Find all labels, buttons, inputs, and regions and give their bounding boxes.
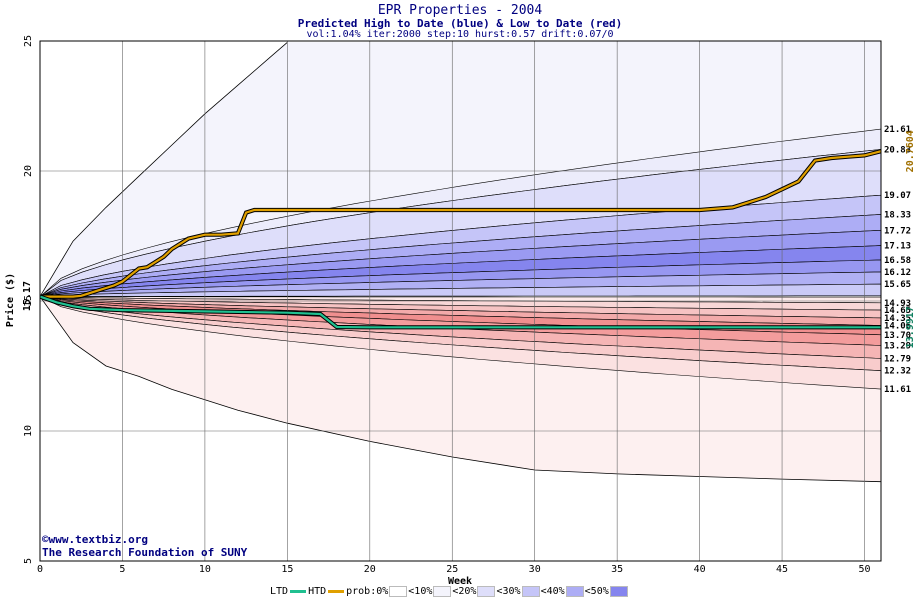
legend-swatch-0: [389, 586, 408, 597]
blue-band-end-label: 18.33: [884, 210, 911, 220]
chart-subtitle: Predicted High to Date (blue) & Low to D…: [297, 17, 623, 30]
plot-frame: [39, 40, 882, 562]
legend-swatch-20: [477, 586, 496, 597]
legend-ltd-label: LTD: [270, 586, 289, 597]
red-band-end-label: 12.79: [884, 354, 911, 364]
blue-probability-band: [40, 283, 881, 297]
y-tick-label: 15: [23, 295, 34, 307]
red-band-end-label: 14.65: [884, 306, 911, 316]
x-tick-label: 40: [694, 564, 706, 575]
upper-outer-band: [40, 41, 881, 297]
ltd-end-value-label: 13.9917: [905, 306, 916, 348]
legend-50-label: <50%: [584, 586, 609, 597]
red-band-end-label: 14.93: [884, 299, 911, 309]
x-tick-label: 10: [199, 564, 211, 575]
legend-20-label: <20%: [452, 586, 477, 597]
htd-end-value-label: 20.7604: [905, 130, 916, 172]
legend-10-label: <10%: [408, 586, 433, 597]
red-band-end-label: 14.06: [884, 321, 911, 331]
legend-ltd-swatch: [290, 590, 307, 593]
red-band-end-label: 13.70: [884, 331, 911, 341]
legend-htd-swatch: [328, 590, 345, 593]
blue-band-end-label: 21.61: [884, 125, 911, 135]
y-tick-label: 25: [23, 35, 34, 47]
credit-organization: The Research Foundation of SUNY: [42, 546, 248, 559]
blue-band-end-label: 19.07: [884, 191, 911, 201]
legend-30-label: <30%: [496, 586, 521, 597]
x-axis-label: Week: [448, 576, 472, 587]
htd-series-line: [40, 150, 881, 298]
x-tick-label: 35: [611, 564, 623, 575]
x-tick-label: 30: [529, 564, 541, 575]
y-tick-label: 10: [23, 425, 34, 437]
legend-40-label: <40%: [540, 586, 565, 597]
legend-swatch-30: [521, 586, 540, 597]
credit-website: ©www.textbiz.org: [42, 533, 148, 546]
legend-swatch-10: [433, 586, 452, 597]
red-band-end-label: 12.32: [884, 367, 911, 377]
legend-prob-label: prob:0%: [346, 586, 389, 597]
blue-band-end-label: 17.13: [884, 242, 911, 252]
blue-band-end-label: 16.12: [884, 268, 911, 278]
blue-band-end-label: 17.72: [884, 226, 911, 236]
x-tick-label: 15: [281, 564, 293, 575]
blue-band-end-label: 20.83: [884, 145, 911, 155]
ltd-series-line: [40, 295, 881, 329]
legend-htd-label: HTD: [308, 586, 327, 597]
legend-swatch-40: [565, 586, 584, 597]
blue-band-end-label: 15.65: [884, 280, 911, 290]
x-tick-label: 0: [37, 564, 43, 575]
blue-band-end-label: 16.58: [884, 256, 911, 266]
upper-envelope-line: [40, 41, 288, 297]
x-tick-label: 25: [446, 564, 458, 575]
x-tick-label: 20: [364, 564, 376, 575]
y-axis-label: Price ($): [4, 273, 16, 327]
x-tick-label: 50: [858, 564, 870, 575]
chart-title: EPR Properties - 2004: [377, 3, 543, 18]
lower-outer-band: [40, 296, 881, 482]
chart-legend: LTD HTD prob:0% <10% <20% <30% <40% <50%: [270, 586, 629, 598]
y-tick-label: 5: [23, 558, 34, 564]
red-band-end-label: 14.35: [884, 314, 911, 324]
red-band-end-label: 13.29: [884, 341, 911, 351]
x-tick-label: 45: [776, 564, 788, 575]
start-price-label: 15.17: [22, 281, 33, 311]
red-probability-band: [40, 296, 881, 390]
legend-swatch-50: [609, 586, 628, 597]
chart-parameters: vol:1.04% iter:2000 step:10 hurst:0.57 d…: [306, 29, 614, 40]
x-tick-label: 5: [119, 564, 125, 575]
y-tick-label: 20: [23, 165, 34, 177]
red-band-end-label: 11.61: [884, 385, 911, 395]
